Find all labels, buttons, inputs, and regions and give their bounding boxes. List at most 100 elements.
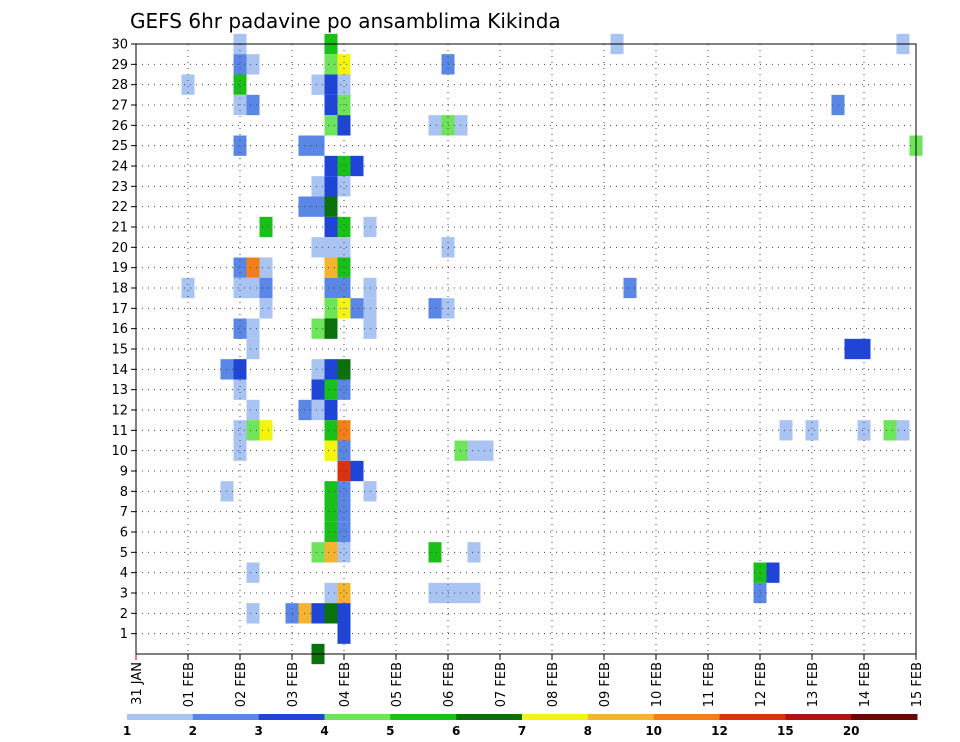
heatmap-cell xyxy=(324,216,338,238)
heatmap-cell xyxy=(337,623,351,644)
heatmap-cell xyxy=(259,257,273,278)
heatmap-cell xyxy=(259,420,273,441)
heatmap-cell xyxy=(233,257,247,278)
colorbar-segment xyxy=(785,714,852,720)
colorbar-label: 5 xyxy=(386,724,394,738)
y-tick-label: 19 xyxy=(111,261,128,276)
heatmap-cell xyxy=(311,318,325,339)
heatmap-cell xyxy=(337,216,351,238)
heatmap-cell xyxy=(181,74,195,95)
heatmap-cell xyxy=(311,399,325,421)
heatmap-cell xyxy=(311,603,325,624)
y-tick-label: 20 xyxy=(111,241,128,256)
heatmap-cell xyxy=(324,481,338,502)
heatmap-cell xyxy=(324,298,338,319)
x-tick-label: 11 FEB xyxy=(702,662,717,707)
heatmap-cell xyxy=(259,298,273,319)
heatmap-cell xyxy=(428,542,442,563)
heatmap-cell xyxy=(311,237,325,258)
heatmap-cell xyxy=(337,420,351,441)
colorbar-segment xyxy=(719,714,786,720)
colorbar-label: 12 xyxy=(711,724,728,738)
heatmap-cell xyxy=(337,257,351,278)
y-tick-label: 6 xyxy=(120,526,128,541)
heatmap-cell xyxy=(467,440,481,461)
x-tick-label: 14 FEB xyxy=(858,662,873,707)
chart-title: GEFS 6hr padavine po ansamblima Kikinda xyxy=(130,9,561,33)
heatmap-cell xyxy=(246,94,260,116)
y-tick-label: 3 xyxy=(120,587,128,602)
heatmap-cell xyxy=(467,542,481,563)
heatmap-cell xyxy=(324,54,338,75)
grid-lines xyxy=(136,43,917,654)
y-tick-label: 17 xyxy=(111,302,128,317)
y-tick-label: 28 xyxy=(111,78,128,93)
y-tick-label: 11 xyxy=(111,424,128,439)
heatmap-cell xyxy=(324,521,338,543)
y-tick-label: 14 xyxy=(111,363,128,378)
heatmap-cell xyxy=(311,379,325,400)
heatmap-cell xyxy=(311,542,325,563)
x-tick-label: 03 FEB xyxy=(286,662,301,707)
heatmap-cell xyxy=(311,74,325,95)
heatmap-cell xyxy=(246,277,260,299)
heatmap-cell xyxy=(246,603,260,624)
x-tick-label: 08 FEB xyxy=(546,662,561,707)
colorbar-segment xyxy=(851,714,918,720)
x-axis: 31 JAN 01 FEB 02 FEB 03 FEB 04 FEB 05 FEB 06 F… xyxy=(130,654,925,707)
heatmap-cell xyxy=(311,135,325,156)
heatmap-cell xyxy=(324,582,338,604)
heatmap-cell xyxy=(233,440,247,461)
heatmap-cell xyxy=(324,542,338,563)
heatmap-cell xyxy=(350,460,364,482)
x-tick-label: 13 FEB xyxy=(806,662,821,707)
colorbar-segment xyxy=(192,714,260,720)
heatmap-cell xyxy=(337,176,351,197)
heatmap-cell xyxy=(428,115,442,136)
heatmap-cell xyxy=(337,379,351,400)
heatmap-cell xyxy=(779,420,793,441)
y-tick-label: 15 xyxy=(111,343,128,358)
x-tick-label: 06 FEB xyxy=(442,662,457,707)
heatmap-cell xyxy=(233,379,247,400)
heatmap-cell xyxy=(324,603,338,624)
y-tick-label: 22 xyxy=(111,200,128,215)
heatmap-cell xyxy=(246,257,260,278)
heatmap-cell xyxy=(324,501,338,522)
heatmap-cell xyxy=(311,196,325,217)
x-tick-label: 07 FEB xyxy=(494,662,509,707)
heatmap-cell xyxy=(259,216,273,238)
heatmap-cell xyxy=(337,440,351,461)
heatmap-cell xyxy=(324,74,338,95)
x-tick-label: 04 FEB xyxy=(338,662,353,707)
x-tick-label: 02 FEB xyxy=(234,662,249,707)
colorbar-label: 20 xyxy=(843,724,860,738)
heatmap-cell xyxy=(337,582,351,604)
heatmap-cell xyxy=(324,257,338,278)
heatmap-cell xyxy=(259,277,273,299)
heatmap-cell xyxy=(246,338,260,360)
heatmap-cell xyxy=(324,94,338,116)
heatmap-cell xyxy=(480,440,494,461)
colorbar-label: 15 xyxy=(777,724,794,738)
heatmap-cell xyxy=(246,399,260,421)
heatmap-cell xyxy=(233,74,247,95)
heatmap-cell xyxy=(623,277,637,299)
heatmap-cell xyxy=(337,115,351,136)
heatmap-cell xyxy=(246,420,260,441)
y-tick-label: 18 xyxy=(111,282,128,297)
heatmap-cell xyxy=(246,318,260,339)
heatmap-cell xyxy=(337,521,351,543)
colorbar-segment xyxy=(258,714,325,720)
heatmap-cell xyxy=(857,338,871,360)
heatmap-cell xyxy=(233,359,247,380)
heatmap-cell xyxy=(324,359,338,380)
y-tick-label: 25 xyxy=(111,139,128,154)
y-tick-label: 8 xyxy=(120,485,128,500)
heatmap-cell xyxy=(324,318,338,339)
heatmap-cell xyxy=(428,582,442,604)
x-tick-label: 10 FEB xyxy=(650,662,665,707)
heatmap-cell xyxy=(857,420,871,441)
y-axis: 1234567891011121314151617181920212223242… xyxy=(111,38,136,642)
